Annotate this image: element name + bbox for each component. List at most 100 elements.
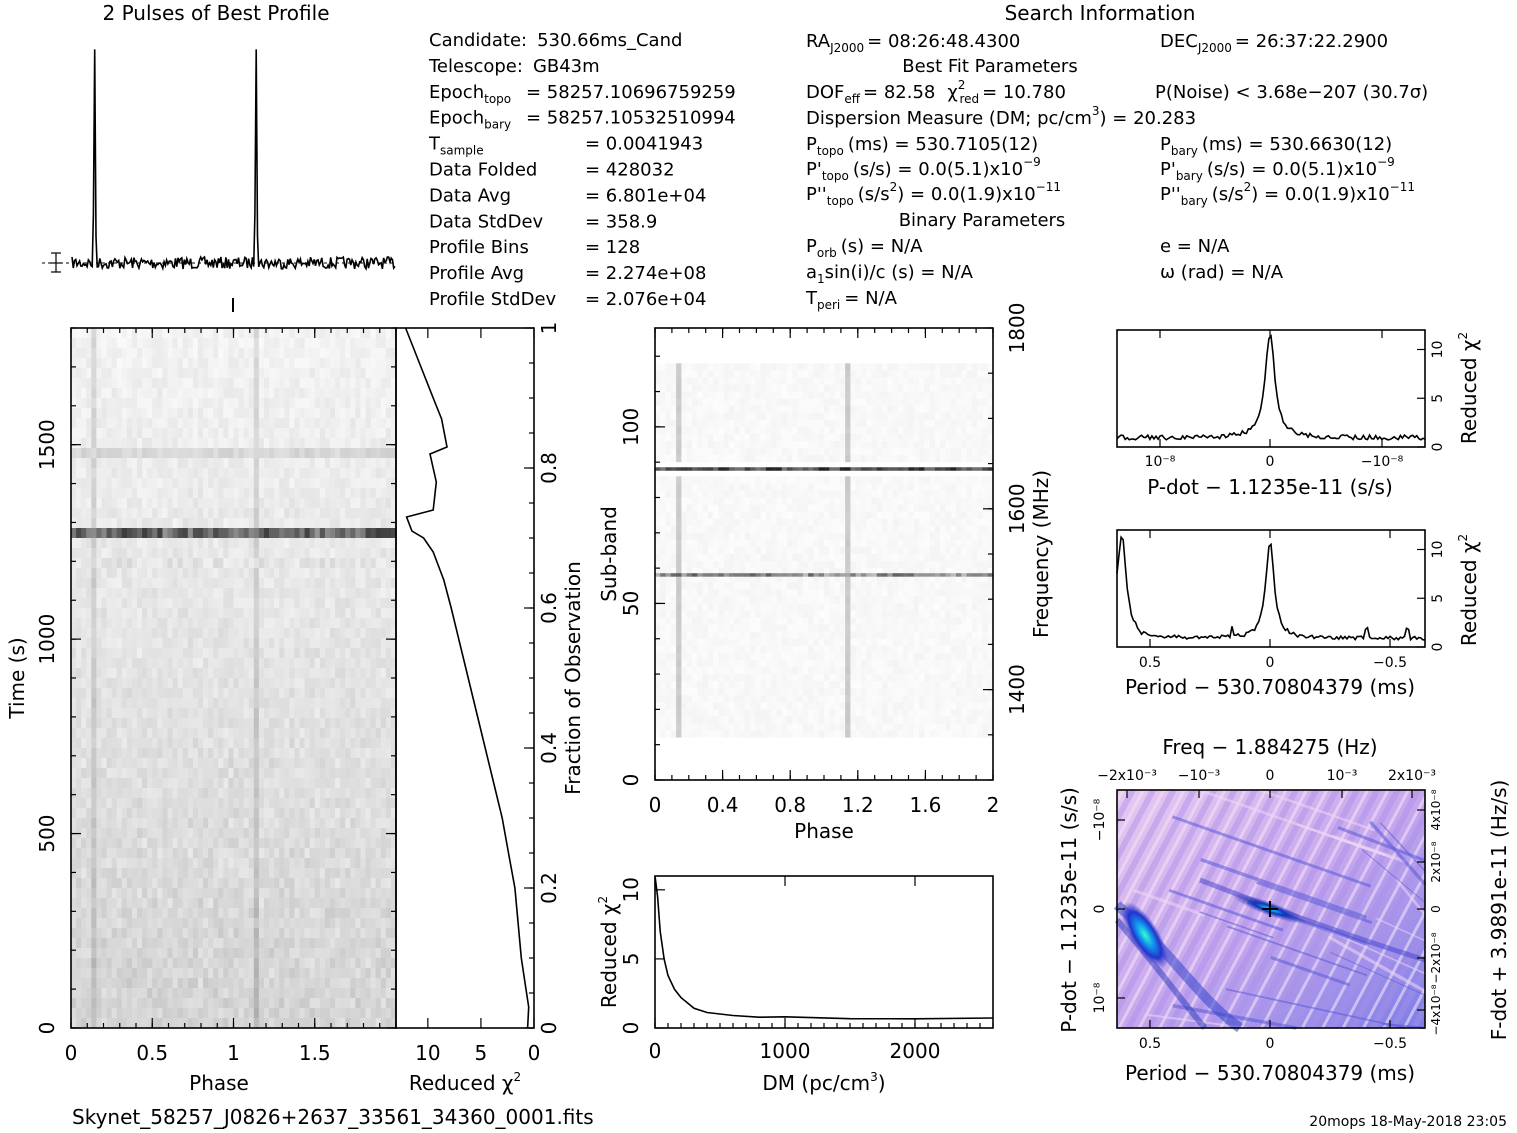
heatmap-cell bbox=[289, 578, 295, 589]
heatmap-cell bbox=[294, 808, 300, 819]
heatmap-cell bbox=[913, 356, 920, 364]
heatmap-cell bbox=[223, 718, 229, 729]
heatmap-cell bbox=[284, 348, 290, 359]
heatmap-cell bbox=[258, 758, 265, 769]
heatmap-cell bbox=[167, 438, 173, 449]
heatmap-cell bbox=[360, 488, 366, 499]
heatmap-cell bbox=[157, 928, 163, 939]
heatmap-cell bbox=[142, 608, 148, 619]
heatmap-cell bbox=[370, 948, 377, 959]
heatmap-cell bbox=[187, 548, 194, 559]
heatmap-cell bbox=[157, 988, 163, 999]
heatmap-cell bbox=[167, 618, 173, 629]
search-info-title: Search Information bbox=[1005, 1, 1196, 25]
heatmap-cell bbox=[157, 508, 163, 519]
heatmap-cell bbox=[319, 668, 326, 679]
heatmap-cell bbox=[86, 458, 92, 469]
heatmap-cell bbox=[203, 348, 209, 359]
heatmap-cell bbox=[91, 668, 97, 679]
heatmap-cell bbox=[284, 458, 290, 469]
heatmap-cell bbox=[233, 958, 239, 969]
heatmap-cell bbox=[197, 898, 204, 909]
heatmap-cell bbox=[126, 448, 133, 459]
heatmap-cell bbox=[162, 838, 168, 849]
heatmap-cell bbox=[111, 328, 118, 339]
heatmap-cell bbox=[243, 878, 250, 889]
heatmap-cell bbox=[760, 356, 767, 364]
heatmap-cell bbox=[345, 698, 351, 709]
heatmap-cell bbox=[340, 888, 346, 899]
heatmap-cell bbox=[319, 828, 326, 839]
heatmap-cell bbox=[829, 335, 835, 343]
heatmap-cell bbox=[380, 1018, 387, 1029]
heatmap-cell bbox=[248, 588, 255, 599]
heatmap-cell bbox=[370, 968, 377, 979]
heatmap-cell bbox=[187, 858, 194, 869]
heatmap-cell bbox=[121, 868, 128, 879]
heatmap-cell bbox=[299, 528, 305, 539]
heatmap-cell bbox=[274, 828, 280, 839]
heatmap-cell bbox=[934, 342, 941, 350]
heatmap-cell bbox=[723, 342, 730, 350]
heatmap-cell bbox=[238, 718, 245, 729]
heatmap-cell bbox=[309, 748, 316, 759]
heatmap-cell bbox=[248, 838, 255, 849]
heatmap-cell bbox=[142, 718, 148, 729]
heatmap-cell bbox=[223, 458, 229, 469]
heatmap-cell bbox=[137, 548, 143, 559]
heatmap-cell bbox=[258, 968, 265, 979]
info-row: Telescope: GB43m bbox=[428, 56, 600, 77]
heatmap-cell bbox=[187, 888, 194, 899]
heatmap-cell bbox=[987, 349, 994, 357]
heatmap-cell bbox=[131, 458, 138, 469]
heatmap-cell bbox=[269, 728, 275, 739]
heatmap-cell bbox=[177, 998, 184, 1009]
best-fit-heading: Best Fit Parameters bbox=[902, 56, 1077, 77]
heatmap-cell bbox=[258, 528, 265, 539]
heatmap-cell bbox=[203, 428, 209, 439]
heatmap-cell bbox=[329, 508, 336, 519]
heatmap-cell bbox=[279, 748, 285, 759]
heatmap-cell bbox=[340, 878, 346, 889]
heatmap-cell bbox=[350, 748, 356, 759]
heatmap-cell bbox=[182, 708, 189, 719]
heatmap-cell bbox=[294, 378, 300, 389]
heatmap-cell bbox=[172, 678, 179, 689]
heatmap-cell bbox=[360, 798, 366, 809]
heatmap-cell bbox=[203, 458, 209, 469]
heatmap-cell bbox=[121, 398, 128, 409]
heatmap-cell bbox=[324, 348, 331, 359]
heatmap-cell bbox=[248, 878, 255, 889]
heatmap-cell bbox=[116, 828, 123, 839]
heatmap-cell bbox=[91, 998, 97, 1009]
heatmap-cell bbox=[897, 335, 904, 343]
heatmap-cell bbox=[365, 818, 372, 829]
heatmap-cell bbox=[131, 608, 138, 619]
heatmap-cell bbox=[147, 598, 153, 609]
heatmap-cell bbox=[167, 938, 173, 949]
heatmap-cell bbox=[142, 418, 148, 429]
heatmap-cell bbox=[167, 558, 173, 569]
heatmap-cell bbox=[380, 418, 387, 429]
heatmap-cell bbox=[375, 588, 382, 599]
heatmap-cell bbox=[365, 348, 372, 359]
heatmap-cell bbox=[269, 738, 275, 749]
heatmap-cell bbox=[167, 478, 173, 489]
heatmap-cell bbox=[187, 518, 194, 529]
heatmap-cell bbox=[365, 638, 372, 649]
heatmap-cell bbox=[208, 388, 214, 399]
heatmap-cell bbox=[324, 698, 331, 709]
heatmap-cell bbox=[218, 838, 224, 849]
heatmap-cell bbox=[375, 458, 382, 469]
heatmap-cell bbox=[101, 818, 107, 829]
heatmap-cell bbox=[340, 718, 346, 729]
heatmap-cell bbox=[340, 658, 346, 669]
heatmap-cell bbox=[96, 838, 102, 849]
heatmap-cell bbox=[162, 1018, 168, 1029]
heatmap-cell bbox=[238, 628, 245, 639]
heatmap-cell bbox=[335, 788, 341, 799]
heatmap-cell bbox=[294, 768, 300, 779]
heatmap-cell bbox=[142, 408, 148, 419]
heatmap-cell bbox=[314, 618, 321, 629]
heatmap-cell bbox=[197, 528, 204, 539]
